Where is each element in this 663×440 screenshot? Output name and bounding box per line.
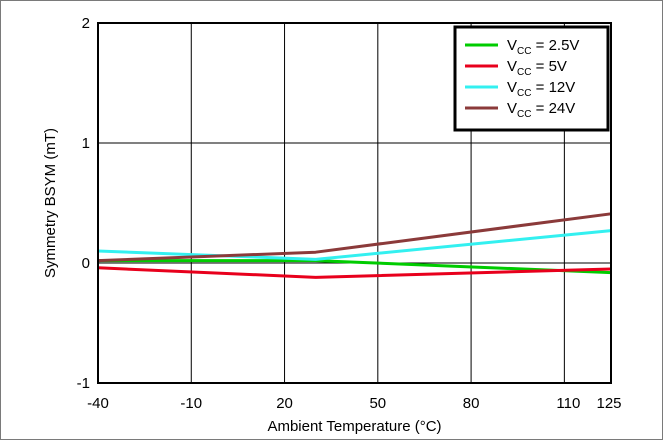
x-tick-label: -10 xyxy=(180,395,202,412)
y-tick-label: 1 xyxy=(82,135,90,152)
series-line xyxy=(97,229,612,261)
x-tick-labels: -40 -10 20 50 80 110 125 xyxy=(87,395,621,412)
y-tick-labels: -1 0 1 2 xyxy=(77,15,90,392)
y-axis-title: Symmetry BSYM (mT) xyxy=(42,128,59,278)
series-line xyxy=(97,212,612,263)
series-lines xyxy=(97,212,612,279)
legend-label: VCC = 24V xyxy=(507,100,575,120)
series-line xyxy=(97,266,612,279)
plot-border xyxy=(97,22,612,384)
y-tick-label: -1 xyxy=(77,375,90,392)
x-tick-label: 80 xyxy=(463,395,480,412)
legend-label: VCC = 2.5V xyxy=(507,37,579,57)
x-axis-title: Ambient Temperature (°C) xyxy=(267,418,441,435)
x-tick-label: 125 xyxy=(596,395,621,412)
x-tick-label: -40 xyxy=(87,395,109,412)
x-tick-label: 50 xyxy=(369,395,386,412)
legend-label: VCC = 5V xyxy=(507,58,567,78)
legend-label: VCC = 12V xyxy=(507,79,575,99)
y-tick-label: 0 xyxy=(82,255,90,272)
x-tick-label: 110 xyxy=(556,395,580,412)
x-tick-label: 20 xyxy=(276,395,293,412)
y-tick-label: 2 xyxy=(82,15,90,32)
